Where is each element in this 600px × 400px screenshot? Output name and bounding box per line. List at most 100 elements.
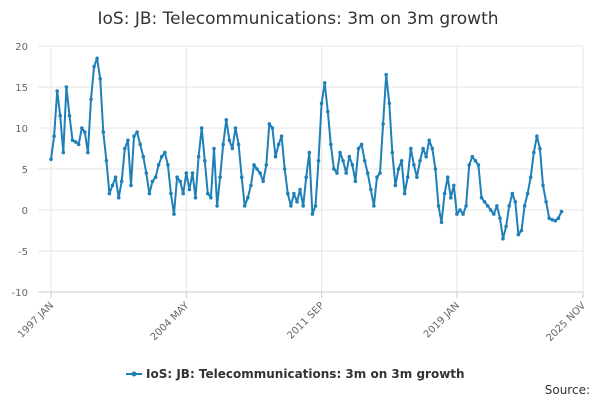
data-point[interactable] xyxy=(83,130,87,134)
data-point[interactable] xyxy=(344,171,349,175)
data-point[interactable] xyxy=(132,134,136,138)
data-point[interactable] xyxy=(482,200,487,204)
data-point[interactable] xyxy=(295,200,299,204)
data-point[interactable] xyxy=(242,204,247,208)
data-point[interactable] xyxy=(553,218,558,223)
data-point[interactable] xyxy=(319,101,324,106)
data-point[interactable] xyxy=(544,200,548,204)
data-point[interactable] xyxy=(64,85,69,89)
data-point[interactable] xyxy=(227,138,232,143)
data-point[interactable] xyxy=(313,204,318,208)
data-point[interactable] xyxy=(350,163,355,167)
data-point[interactable] xyxy=(415,175,419,179)
data-point[interactable] xyxy=(215,204,219,208)
data-point[interactable] xyxy=(203,159,207,163)
data-point[interactable] xyxy=(70,138,75,143)
data-point[interactable] xyxy=(301,204,306,208)
data-point[interactable] xyxy=(479,195,484,200)
data-point[interactable] xyxy=(264,163,269,167)
data-point[interactable] xyxy=(504,224,508,229)
data-point[interactable] xyxy=(430,146,435,151)
data-point[interactable] xyxy=(399,159,404,163)
data-point[interactable] xyxy=(249,183,253,188)
data-point[interactable] xyxy=(436,204,441,208)
data-point[interactable] xyxy=(335,171,339,175)
data-point[interactable] xyxy=(181,191,185,196)
data-point[interactable] xyxy=(119,179,124,184)
data-point[interactable] xyxy=(455,212,459,216)
data-point[interactable] xyxy=(239,175,244,179)
data-point[interactable] xyxy=(95,56,99,61)
data-point[interactable] xyxy=(184,171,189,175)
data-point[interactable] xyxy=(396,167,401,171)
data-point[interactable] xyxy=(464,204,468,208)
data-point[interactable] xyxy=(193,195,198,200)
data-point[interactable] xyxy=(375,175,379,179)
data-point[interactable] xyxy=(528,175,533,179)
data-point[interactable] xyxy=(61,150,66,155)
data-point[interactable] xyxy=(258,171,262,175)
data-point[interactable] xyxy=(246,195,250,200)
data-point[interactable] xyxy=(55,89,59,93)
data-point[interactable] xyxy=(384,72,389,77)
data-point[interactable] xyxy=(495,204,499,208)
data-point[interactable] xyxy=(147,191,152,196)
data-point[interactable] xyxy=(359,142,364,147)
data-point[interactable] xyxy=(166,163,170,167)
data-point[interactable] xyxy=(378,171,382,175)
data-point[interactable] xyxy=(329,142,333,147)
data-point[interactable] xyxy=(458,208,462,212)
data-point[interactable] xyxy=(353,179,358,184)
data-point[interactable] xyxy=(393,183,398,188)
data-point[interactable] xyxy=(541,183,545,188)
data-point[interactable] xyxy=(113,175,118,179)
data-point[interactable] xyxy=(282,167,287,171)
data-point[interactable] xyxy=(501,236,505,241)
data-point[interactable] xyxy=(187,187,192,192)
data-point[interactable] xyxy=(424,154,429,159)
data-point[interactable] xyxy=(172,212,176,216)
data-point[interactable] xyxy=(169,191,173,196)
data-point[interactable] xyxy=(381,122,385,126)
data-point[interactable] xyxy=(196,154,201,159)
data-point[interactable] xyxy=(224,118,229,122)
data-point[interactable] xyxy=(230,146,235,151)
data-point[interactable] xyxy=(209,195,213,200)
data-point[interactable] xyxy=(488,208,493,212)
data-point[interactable] xyxy=(485,204,490,208)
data-point[interactable] xyxy=(159,154,164,159)
data-point[interactable] xyxy=(163,150,167,155)
data-point[interactable] xyxy=(76,142,81,147)
data-point[interactable] xyxy=(412,163,416,167)
data-point[interactable] xyxy=(390,150,395,155)
data-point[interactable] xyxy=(550,218,554,222)
data-point[interactable] xyxy=(418,159,422,163)
data-point[interactable] xyxy=(123,146,127,151)
data-point[interactable] xyxy=(129,183,133,188)
data-point[interactable] xyxy=(365,171,370,175)
data-point[interactable] xyxy=(427,138,432,143)
data-point[interactable] xyxy=(218,175,222,179)
data-point[interactable] xyxy=(261,179,266,184)
data-point[interactable] xyxy=(461,212,465,216)
data-point[interactable] xyxy=(52,134,56,138)
data-point[interactable] xyxy=(206,191,210,196)
data-point[interactable] xyxy=(141,154,146,159)
data-point[interactable] xyxy=(298,187,302,192)
data-point[interactable] xyxy=(409,146,413,151)
data-point[interactable] xyxy=(538,146,542,151)
data-point[interactable] xyxy=(362,159,367,163)
data-point[interactable] xyxy=(405,175,410,179)
data-point[interactable] xyxy=(369,187,373,192)
data-point[interactable] xyxy=(236,142,241,147)
data-point[interactable] xyxy=(387,101,392,106)
data-point[interactable] xyxy=(322,81,327,85)
data-point[interactable] xyxy=(156,163,161,167)
data-point[interactable] xyxy=(116,195,121,200)
data-point[interactable] xyxy=(513,200,518,204)
data-point[interactable] xyxy=(58,113,62,118)
data-point[interactable] xyxy=(470,154,475,159)
data-point[interactable] xyxy=(532,150,536,155)
data-point[interactable] xyxy=(289,204,293,208)
data-point[interactable] xyxy=(467,163,472,167)
